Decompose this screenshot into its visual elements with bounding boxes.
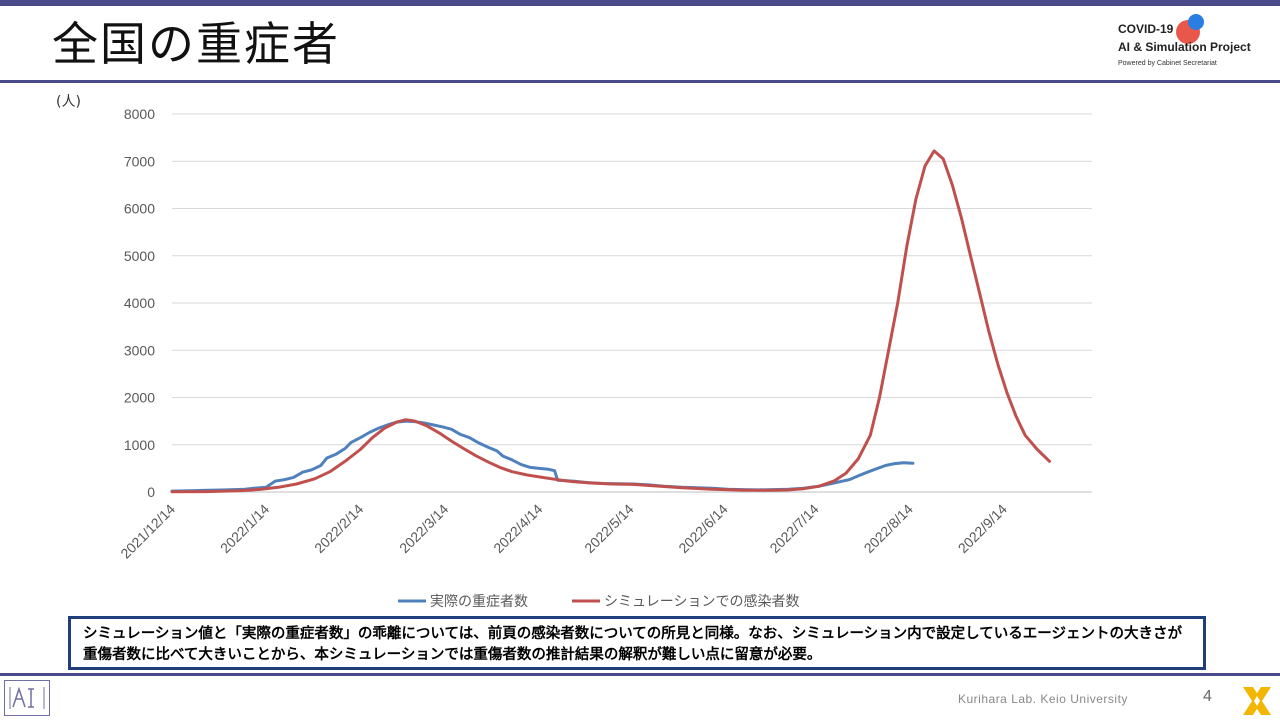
y-axis-label: (人) (56, 94, 81, 110)
y-tick-label: 6000 (124, 201, 155, 217)
logo-blue-dot (1188, 14, 1204, 30)
logo-line-3: Powered by Cabinet Secretariat (1118, 60, 1217, 67)
y-tick-label: 5000 (124, 248, 155, 264)
note-text: シミュレーション値と「実際の重症者数」の乖離については、前頁の感染者数についての… (83, 626, 1182, 663)
x-tick-label: 2022/3/14 (396, 501, 452, 557)
note-box: シミュレーション値と「実際の重症者数」の乖離については、前頁の感染者数についての… (68, 616, 1206, 670)
chart-gridlines (172, 113, 1092, 493)
logo-line-1: COVID-19 (1118, 22, 1174, 36)
x-tick-label: 2022/9/14 (955, 501, 1011, 557)
x-tick-label: 2022/6/14 (675, 501, 731, 557)
legend-label: 実際の重症者数 (430, 594, 528, 610)
logo-line-2: AI & Simulation Project (1118, 40, 1251, 54)
x-tick-label: 2022/8/14 (861, 501, 917, 557)
title-divider (0, 80, 1280, 83)
x-tick-label: 2022/2/14 (311, 501, 367, 557)
x-tick-label: 2021/12/14 (117, 501, 178, 562)
y-tick-label: 3000 (124, 342, 155, 358)
x-tick-label: 2022/5/14 (581, 501, 637, 557)
series-line-2 (170, 149, 1051, 494)
x-axis-ticks: 2021/12/14 2022/1/14 2022/2/14 2022/3/14 202… (117, 501, 1010, 562)
y-tick-label: 8000 (124, 106, 155, 122)
chart-legend: 実際の重症者数 シミュレーションでの感染者数 (398, 593, 799, 610)
top-accent-bar (0, 0, 1280, 6)
x-tick-label: 2022/7/14 (766, 501, 822, 557)
y-tick-label: 2000 (124, 390, 155, 406)
lab-logo-icon (4, 680, 50, 716)
page-title: 全国の重症者 (52, 17, 340, 71)
y-tick-label: 7000 (124, 153, 155, 169)
series-line-1 (170, 419, 915, 493)
project-logo: COVID-19 AI & Simulation Project Powered… (1118, 14, 1278, 76)
y-tick-label: 0 (147, 484, 155, 500)
y-axis-ticks: 0 1000 2000 3000 4000 5000 6000 7000 8000 (124, 106, 155, 500)
y-tick-label: 1000 (124, 437, 155, 453)
page-number: 4 (1203, 688, 1212, 705)
footer-credit: Kurihara Lab. Keio University (958, 692, 1128, 706)
legend-label: シミュレーションでの感染者数 (604, 593, 799, 610)
chart-series (170, 149, 1051, 494)
x-tick-label: 2022/4/14 (490, 501, 546, 557)
severe-cases-chart: 0 1000 2000 3000 4000 5000 6000 7000 8000 2021/1… (56, 94, 1092, 610)
footer-divider (0, 673, 1280, 676)
x-tick-label: 2022/1/14 (217, 501, 273, 557)
x-logo-icon (1243, 687, 1271, 715)
y-tick-label: 4000 (124, 295, 155, 311)
